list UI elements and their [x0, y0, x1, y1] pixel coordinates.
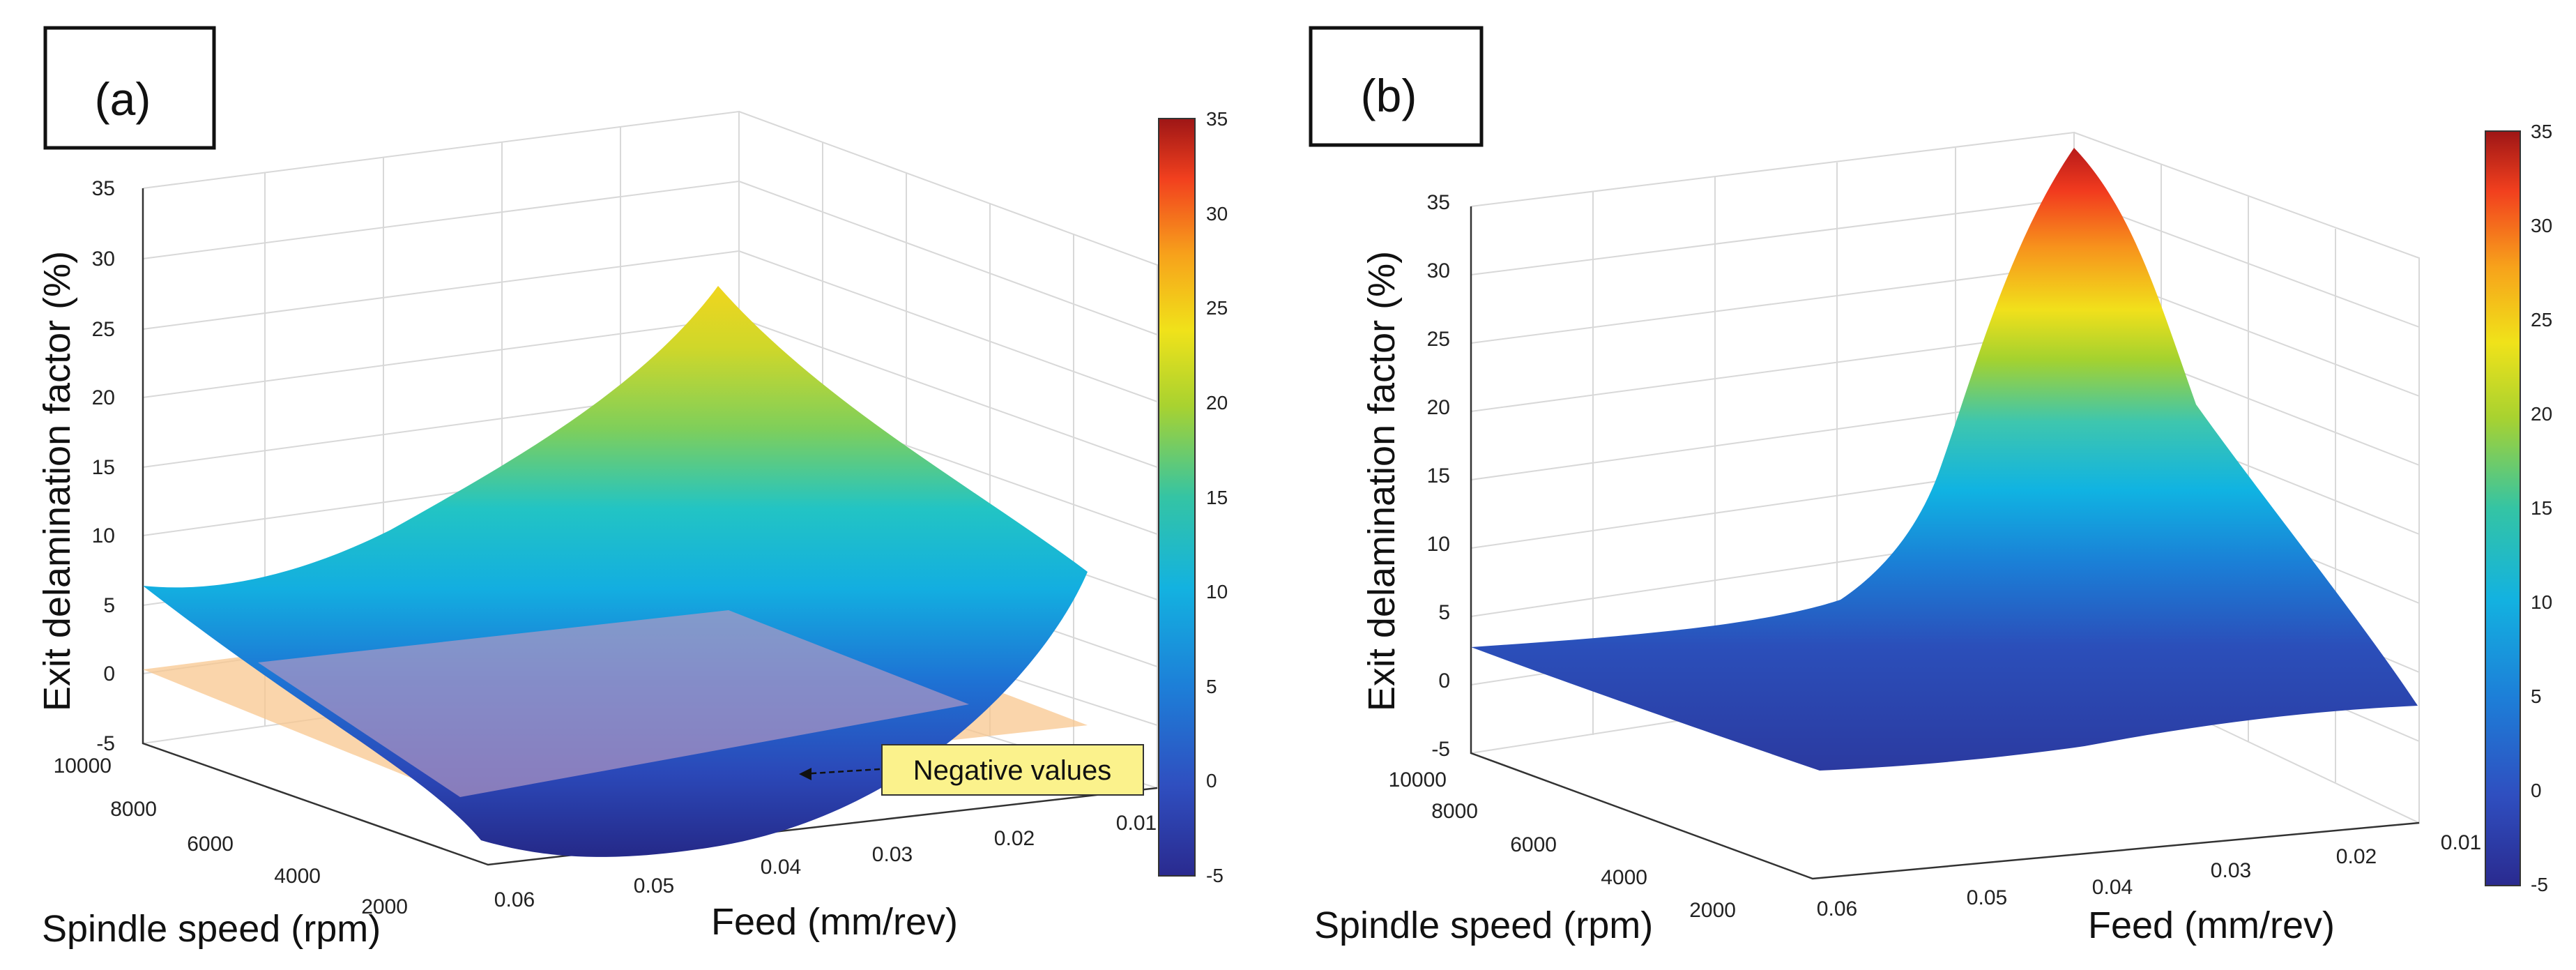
panel-a-spindle-tick: 8000: [110, 798, 157, 821]
panel-b-surface: [1471, 148, 2418, 771]
panel-b-z-ticks: 35 30 25 20 15 10 5 0 -5: [1427, 191, 1450, 761]
panel-b-feed-tick: 0.06: [1817, 897, 1857, 920]
panel-a-z-tick: 25: [92, 318, 115, 341]
panel-b-spindle-tick: 8000: [1431, 800, 1478, 823]
panel-b-feed-tick: 0.05: [1967, 886, 2007, 909]
panel-a-colorbar-tick: 0: [1206, 770, 1217, 791]
panel-a-feed-tick: 0.03: [872, 843, 913, 866]
panel-b: 35 30 25 20 15 10 5 0 -5 10000 8000 6000…: [1309, 26, 2552, 946]
panel-b-feed-tick: 0.01: [2441, 831, 2481, 854]
panel-a-colorbar-tick: 10: [1206, 581, 1228, 603]
panel-a-spindle-ticks: 10000 8000 6000 4000 2000: [54, 755, 408, 918]
panel-b-z-tick: 25: [1427, 328, 1450, 351]
panel-a-label-box: [43, 26, 216, 150]
panel-b-z-label: Exit delamination factor (%): [1361, 251, 1403, 711]
panel-a: 35 30 25 20 15 10 5 0 -5 10000 8000 6000…: [36, 26, 1228, 950]
panel-a-spindle-tick: 2000: [361, 895, 408, 918]
panel-a-spindle-tick: 6000: [187, 833, 234, 856]
panel-a-colorbar-tick: 5: [1206, 676, 1217, 697]
panel-b-z-tick: -5: [1431, 738, 1450, 761]
panel-b-z-tick: 20: [1427, 396, 1450, 419]
panel-b-spindle-tick: 4000: [1601, 866, 1647, 889]
panel-b-z-tick: 0: [1438, 669, 1450, 692]
panel-a-annotation-text: Negative values: [913, 755, 1112, 786]
panel-a-feed-ticks: 0.06 0.05 0.04 0.03 0.02 0.01: [494, 812, 1157, 911]
panel-b-feed-label: Feed (mm/rev): [2088, 904, 2335, 946]
panel-a-colorbar: [1158, 118, 1196, 877]
panel-b-colorbar-tick: 5: [2531, 685, 2542, 707]
panel-b-label-box: [1309, 26, 1484, 147]
panel-a-spindle-tick: 4000: [274, 865, 321, 888]
panel-a-colorbar-ticks: 35 30 25 20 15 10 5 0 -5: [1206, 108, 1228, 886]
panel-b-colorbar-ticks: 35 30 25 20 15 10 5 0 -5: [2531, 121, 2552, 895]
panel-b-colorbar-tick: 20: [2531, 403, 2552, 425]
panel-a-z-tick: -5: [96, 732, 115, 755]
panel-a-colorbar-tick: 30: [1206, 203, 1228, 225]
panel-b-z-tick: 10: [1427, 533, 1450, 556]
panel-a-colorbar-tick: 25: [1206, 297, 1228, 319]
panel-a-z-tick: 15: [92, 456, 115, 479]
panel-b-z-tick: 35: [1427, 191, 1450, 214]
panel-a-spindle-label: Spindle speed (rpm): [42, 908, 381, 950]
panel-a-annotation: Negative values: [799, 744, 1144, 796]
panel-b-colorbar-tick: 10: [2531, 591, 2552, 613]
panel-a-z-ticks: 35 30 25 20 15 10 5 0 -5: [92, 177, 115, 755]
panel-a-z-tick: 10: [92, 524, 115, 547]
panel-a-feed-label: Feed (mm/rev): [711, 901, 958, 943]
panel-b-colorbar-tick: 15: [2531, 497, 2552, 519]
panel-b-feed-tick: 0.02: [2336, 845, 2377, 868]
panel-a-feed-tick: 0.02: [994, 827, 1035, 850]
panel-b-colorbar-tick: -5: [2531, 874, 2548, 895]
panel-b-label: (b): [1361, 70, 1417, 121]
panel-a-colorbar-tick: 15: [1206, 487, 1228, 508]
panel-a-spindle-tick: 10000: [54, 755, 112, 778]
panel-b-colorbar: [2485, 130, 2521, 886]
panel-a-axes: [142, 188, 1158, 866]
panel-a-z-label: Exit delamination factor (%): [36, 251, 78, 711]
panel-b-spindle-ticks: 10000 8000 6000 4000 2000: [1389, 768, 1736, 922]
panel-a-z-tick: 30: [92, 248, 115, 271]
panel-b-spindle-tick: 10000: [1389, 768, 1447, 791]
panel-b-colorbar-tick: 30: [2531, 215, 2552, 236]
panel-a-feed-tick: 0.05: [634, 874, 674, 897]
panel-a-feed-tick: 0.04: [761, 856, 801, 879]
panel-a-colorbar-tick: 35: [1206, 108, 1228, 130]
panel-b-colorbar-tick: 35: [2531, 121, 2552, 142]
panel-b-feed-ticks: 0.06 0.05 0.04 0.03 0.02 0.01: [1817, 831, 2481, 920]
panel-a-colorbar-tick: 20: [1206, 392, 1228, 414]
panel-b-spindle-label: Spindle speed (rpm): [1314, 904, 1653, 946]
panel-b-feed-tick: 0.04: [2092, 876, 2133, 899]
panel-b-feed-tick: 0.03: [2211, 859, 2251, 882]
panel-a-z-tick: 20: [92, 386, 115, 409]
panel-b-colorbar-tick: 25: [2531, 309, 2552, 331]
panel-b-spindle-tick: 2000: [1689, 899, 1736, 922]
panel-a-feed-tick: 0.01: [1116, 812, 1157, 835]
panel-b-z-tick: 15: [1427, 464, 1450, 487]
panel-a-z-tick: 5: [103, 594, 115, 617]
panel-b-spindle-tick: 6000: [1510, 833, 1557, 856]
panel-a-z-tick: 35: [92, 177, 115, 200]
panel-a-colorbar-tick: -5: [1206, 865, 1224, 886]
panel-a-label: (a): [95, 73, 151, 125]
panel-b-axes: [1470, 206, 2420, 880]
panel-a-z-tick: 0: [103, 662, 115, 685]
panel-b-colorbar-tick: 0: [2531, 780, 2542, 801]
panel-b-z-tick: 5: [1438, 601, 1450, 624]
panel-a-feed-tick: 0.06: [494, 888, 535, 911]
panel-b-z-tick: 30: [1427, 259, 1450, 282]
panel-a-zero-plane-overlay: [258, 610, 969, 797]
